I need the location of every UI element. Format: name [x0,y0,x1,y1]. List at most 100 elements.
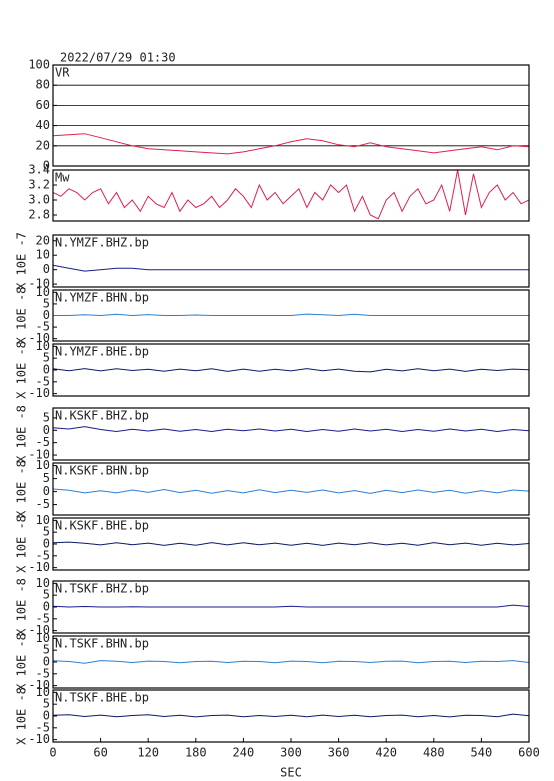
y-tick-label: 100 [28,58,50,72]
y-tick-label: 5 [43,296,50,310]
y-axis-label: X 10E -8 [15,405,29,463]
y-tick-label: -5 [36,548,50,562]
data-line [53,426,529,433]
y-tick-label: -5 [36,666,50,680]
y-axis-label: X 10E -7 [15,232,29,290]
x-tick-label: 420 [375,746,397,760]
y-tick-label: 5 [43,410,50,424]
panel-frame [52,462,530,516]
y-axis-label: X 10E -8 [15,287,29,345]
panel-frame [52,407,530,461]
y-tick-label: 10 [36,339,50,353]
y-tick-label: 10 [36,248,50,262]
y-tick-label: 20 [36,138,50,152]
y-tick-label: -10 [28,560,50,574]
data-line [53,264,529,272]
panel-frame [52,289,530,342]
x-tick-label: 180 [185,746,207,760]
data-line [53,170,529,220]
y-tick-label: 5 [43,351,50,365]
x-tick-label: 540 [471,746,493,760]
y-tick-label: 5 [43,697,50,711]
series-label: Mw [55,171,70,185]
y-tick-label: -10 [28,623,50,637]
y-tick-label: 10 [36,576,50,590]
y-axis-label: X 10E -8 [15,687,29,745]
y-axis-label: X 10E -8 [15,460,29,518]
series-label: N.KSKF.BHZ.bp [55,409,149,423]
y-tick-label: -5 [36,374,50,388]
series-label: N.YMZF.BHE.bp [55,345,149,359]
y-tick-label: 0 [43,262,50,276]
y-tick-label: 60 [36,98,50,112]
y-tick-label: 0 [43,423,50,437]
y-tick-label: 5 [43,471,50,485]
y-tick-label: -10 [28,277,50,291]
x-tick-label: 300 [280,746,302,760]
y-tick-label: -10 [28,678,50,692]
y-tick-label: 10 [36,513,50,527]
y-tick-label: 10 [36,285,50,299]
y-tick-label: 0 [43,709,50,723]
y-tick-label: 0 [43,484,50,498]
panel-frame [52,517,530,571]
data-line [53,313,529,317]
data-line [53,488,529,494]
y-tick-label: 0 [43,600,50,614]
y-tick-label: 3.2 [28,178,50,192]
series-label: N.YMZF.BHZ.bp [55,236,149,250]
x-tick-label: 600 [518,746,540,760]
series-label: N.KSKF.BHE.bp [55,519,149,533]
data-line [53,541,529,546]
y-tick-label: -5 [36,720,50,734]
panel-frame [52,343,530,397]
data-line [53,133,529,155]
x-tick-label: 0 [49,746,56,760]
data-line [53,368,529,373]
y-tick-label: 5 [43,525,50,539]
y-tick-label: 80 [36,78,50,92]
y-tick-label: -10 [28,448,50,462]
series-label: N.YMZF.BHN.bp [55,291,149,305]
y-tick-label: 0 [43,537,50,551]
y-tick-label: 0 [43,363,50,377]
y-tick-label: 10 [36,685,50,699]
panel-frame [52,234,530,288]
chart-title: 2022/07/29 01:30 [60,51,176,65]
x-tick-label: 480 [423,746,445,760]
x-tick-label: 120 [137,746,159,760]
series-label: N.KSKF.BHN.bp [55,464,149,478]
y-tick-label: 3.4 [28,163,50,177]
y-tick-label: 0 [43,308,50,322]
series-label: N.TSKF.BHE.bp [55,691,149,705]
y-axis-label: X 10E -8 [15,341,29,399]
data-line [53,660,529,664]
y-tick-label: 40 [36,118,50,132]
y-axis-label: X 10E -8 [15,515,29,573]
data-line [53,713,529,718]
panel-frame [52,689,530,743]
y-axis-label: X 10E -8 [15,578,29,636]
series-label: N.TSKF.BHZ.bp [55,582,149,596]
y-tick-label: -10 [28,331,50,345]
panel-frame [52,64,530,167]
y-tick-label: 0 [43,159,50,173]
y-tick-label: -5 [36,320,50,334]
panel-frame [52,580,530,634]
y-tick-label: 3.0 [28,193,50,207]
y-tick-label: -5 [36,611,50,625]
y-tick-label: 0 [43,655,50,669]
panel-frame [52,169,530,222]
x-tick-label: 360 [328,746,350,760]
y-tick-label: 2.8 [28,208,50,222]
y-tick-label: -5 [36,435,50,449]
y-tick-label: 10 [36,458,50,472]
x-tick-label: 60 [93,746,107,760]
y-tick-label: -10 [28,386,50,400]
x-tick-label: 240 [233,746,255,760]
y-tick-label: 20 [36,233,50,247]
data-line [53,604,529,608]
y-tick-label: -5 [36,497,50,511]
series-label: VR [55,66,70,80]
